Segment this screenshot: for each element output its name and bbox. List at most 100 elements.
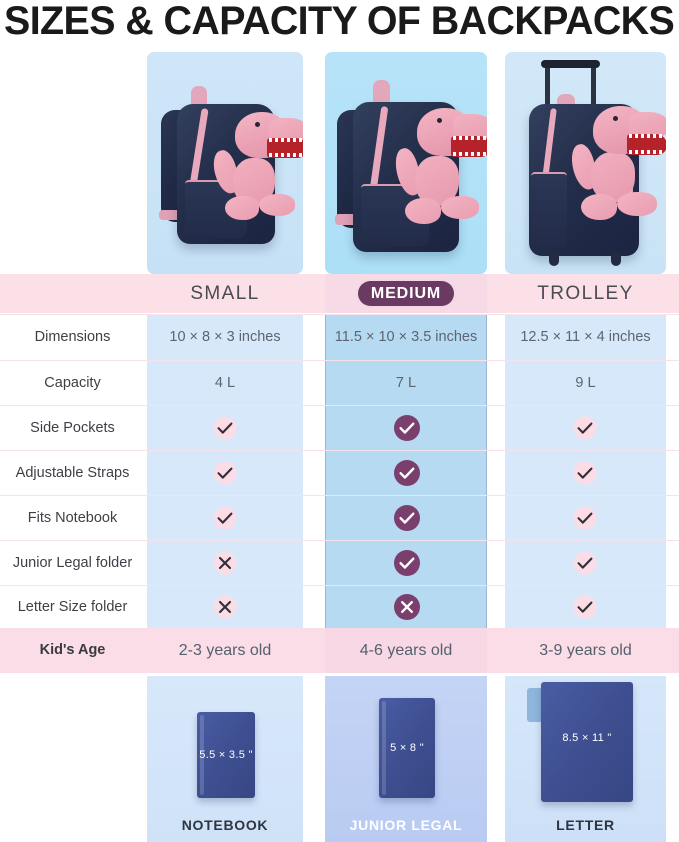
cell-kids-age-trolley: 3-9 years old [539, 642, 632, 659]
paper-panel-label-notebook: NOTEBOOK [181, 817, 269, 833]
paper-panel-notebook: 5.5 × 3.5 " NOTEBOOK [147, 676, 303, 842]
cell-junior-legal-trolley [505, 541, 666, 585]
dino-leg-right [441, 196, 479, 219]
cell-dimensions-trolley: 12.5 × 11 × 4 inches [505, 315, 666, 360]
trolley-handle-grip [541, 60, 600, 68]
dino-teeth-upper [629, 134, 665, 138]
cell-kids-age-small: 2-3 years old [178, 642, 272, 659]
trolley-wheel-left [549, 252, 559, 266]
cell-capacity-trolley: 9 L [505, 361, 666, 405]
check-icon [394, 415, 420, 441]
check-icon [572, 415, 598, 441]
dino-teeth-upper [453, 136, 487, 140]
dino-eye [255, 122, 260, 127]
cell-adjustable-straps-medium [325, 451, 487, 495]
trolley-side-pocket [531, 172, 567, 248]
check-icon [394, 460, 420, 486]
row-divider [0, 495, 679, 496]
trolley-wheel-right [611, 252, 621, 266]
notebook-graphic: 5.5 × 3.5 " [197, 712, 255, 798]
cross-icon [212, 550, 238, 576]
cell-letter-size-small [147, 586, 303, 628]
cell-capacity-medium: 7 L [325, 361, 487, 405]
dino-mouth [627, 134, 666, 155]
row-divider [0, 540, 679, 541]
dino-leg-left [405, 198, 441, 224]
paper-panel-junior-legal: 5 × 8 " JUNIOR LEGAL [325, 676, 487, 842]
check-icon [572, 550, 598, 576]
row-divider [0, 314, 679, 315]
cell-dimensions-small: 10 × 8 × 3 inches [147, 315, 303, 360]
product-image-trolley [505, 52, 666, 274]
notebook-spine [200, 715, 204, 795]
junior-legal-graphic: 5 × 8 " [379, 698, 435, 798]
check-icon [572, 460, 598, 486]
check-icon [572, 594, 598, 620]
letter-graphic: 8.5 × 11 " [541, 682, 633, 802]
cell-letter-size-medium [325, 586, 487, 628]
check-icon [572, 505, 598, 531]
cell-capacity-small: 4 L [147, 361, 303, 405]
paper-panel-letter: 8.5 × 11 " LETTER [505, 676, 666, 842]
cell-fits-notebook-small [147, 496, 303, 540]
dino-eye [437, 118, 442, 123]
product-image-small [147, 52, 303, 274]
check-icon [394, 505, 420, 531]
dino-leg-right [259, 194, 295, 216]
dino-leg-left [225, 196, 259, 220]
page-title: SIZES & CAPACITY OF BACKPACKS [4, 0, 675, 43]
column-header-medium[interactable]: MEDIUM [358, 281, 454, 306]
junior-legal-dimension: 5 × 8 " [390, 742, 424, 754]
cell-letter-size-trolley [505, 586, 666, 628]
row-label-letter-size-folder: Letter Size folder [17, 599, 128, 615]
check-icon [394, 550, 420, 576]
cell-kids-age-medium: 4-6 years old [359, 642, 453, 659]
trolley-handle-left-post [545, 62, 550, 118]
dino-eye [613, 116, 618, 121]
row-label-dimensions: Dimensions [34, 329, 111, 345]
cell-junior-legal-small [147, 541, 303, 585]
cell-adjustable-straps-trolley [505, 451, 666, 495]
row-divider [0, 585, 679, 586]
column-header-small: SMALL [190, 283, 260, 304]
dino-teeth-lower [453, 152, 487, 156]
row-label-adjustable-straps: Adjustable Straps [15, 465, 130, 481]
kids-age-band [0, 628, 679, 673]
dino-teeth-lower [269, 153, 303, 157]
backpack-strap-buckle [159, 210, 183, 220]
backpack-strap-buckle [335, 214, 359, 225]
dino-teeth-upper [269, 138, 303, 142]
dino-leg-left [581, 194, 617, 220]
cell-side-pockets-medium [325, 406, 487, 450]
letter-folder-tab [527, 688, 545, 722]
row-divider [0, 360, 679, 361]
row-label-capacity: Capacity [44, 375, 101, 391]
backpack-top-handle [191, 86, 207, 106]
column-header-trolley: TROLLEY [537, 283, 634, 304]
row-label-fits-notebook: Fits Notebook [27, 510, 118, 526]
cell-fits-notebook-trolley [505, 496, 666, 540]
cross-icon [212, 594, 238, 620]
row-divider [0, 450, 679, 451]
cross-icon [394, 594, 420, 620]
check-icon [212, 415, 238, 441]
cell-fits-notebook-medium [325, 496, 487, 540]
letter-dimension: 8.5 × 11 " [562, 732, 612, 744]
backpack-top-handle [373, 80, 390, 102]
notebook-dimension: 5.5 × 3.5 " [199, 749, 253, 761]
row-label-kids-age: Kid's Age [39, 642, 106, 658]
paper-panel-label-letter: LETTER [556, 817, 615, 833]
cell-adjustable-straps-small [147, 451, 303, 495]
row-label-side-pockets: Side Pockets [30, 420, 115, 436]
dino-leg-right [617, 192, 657, 216]
check-icon [212, 460, 238, 486]
age-highlight-tint [325, 628, 487, 673]
cell-side-pockets-trolley [505, 406, 666, 450]
check-icon [212, 505, 238, 531]
cell-side-pockets-small [147, 406, 303, 450]
trolley-handle-right-post [591, 62, 596, 118]
dino-mouth [451, 136, 487, 157]
cell-junior-legal-medium [325, 541, 487, 585]
junior-legal-spine [382, 701, 386, 795]
